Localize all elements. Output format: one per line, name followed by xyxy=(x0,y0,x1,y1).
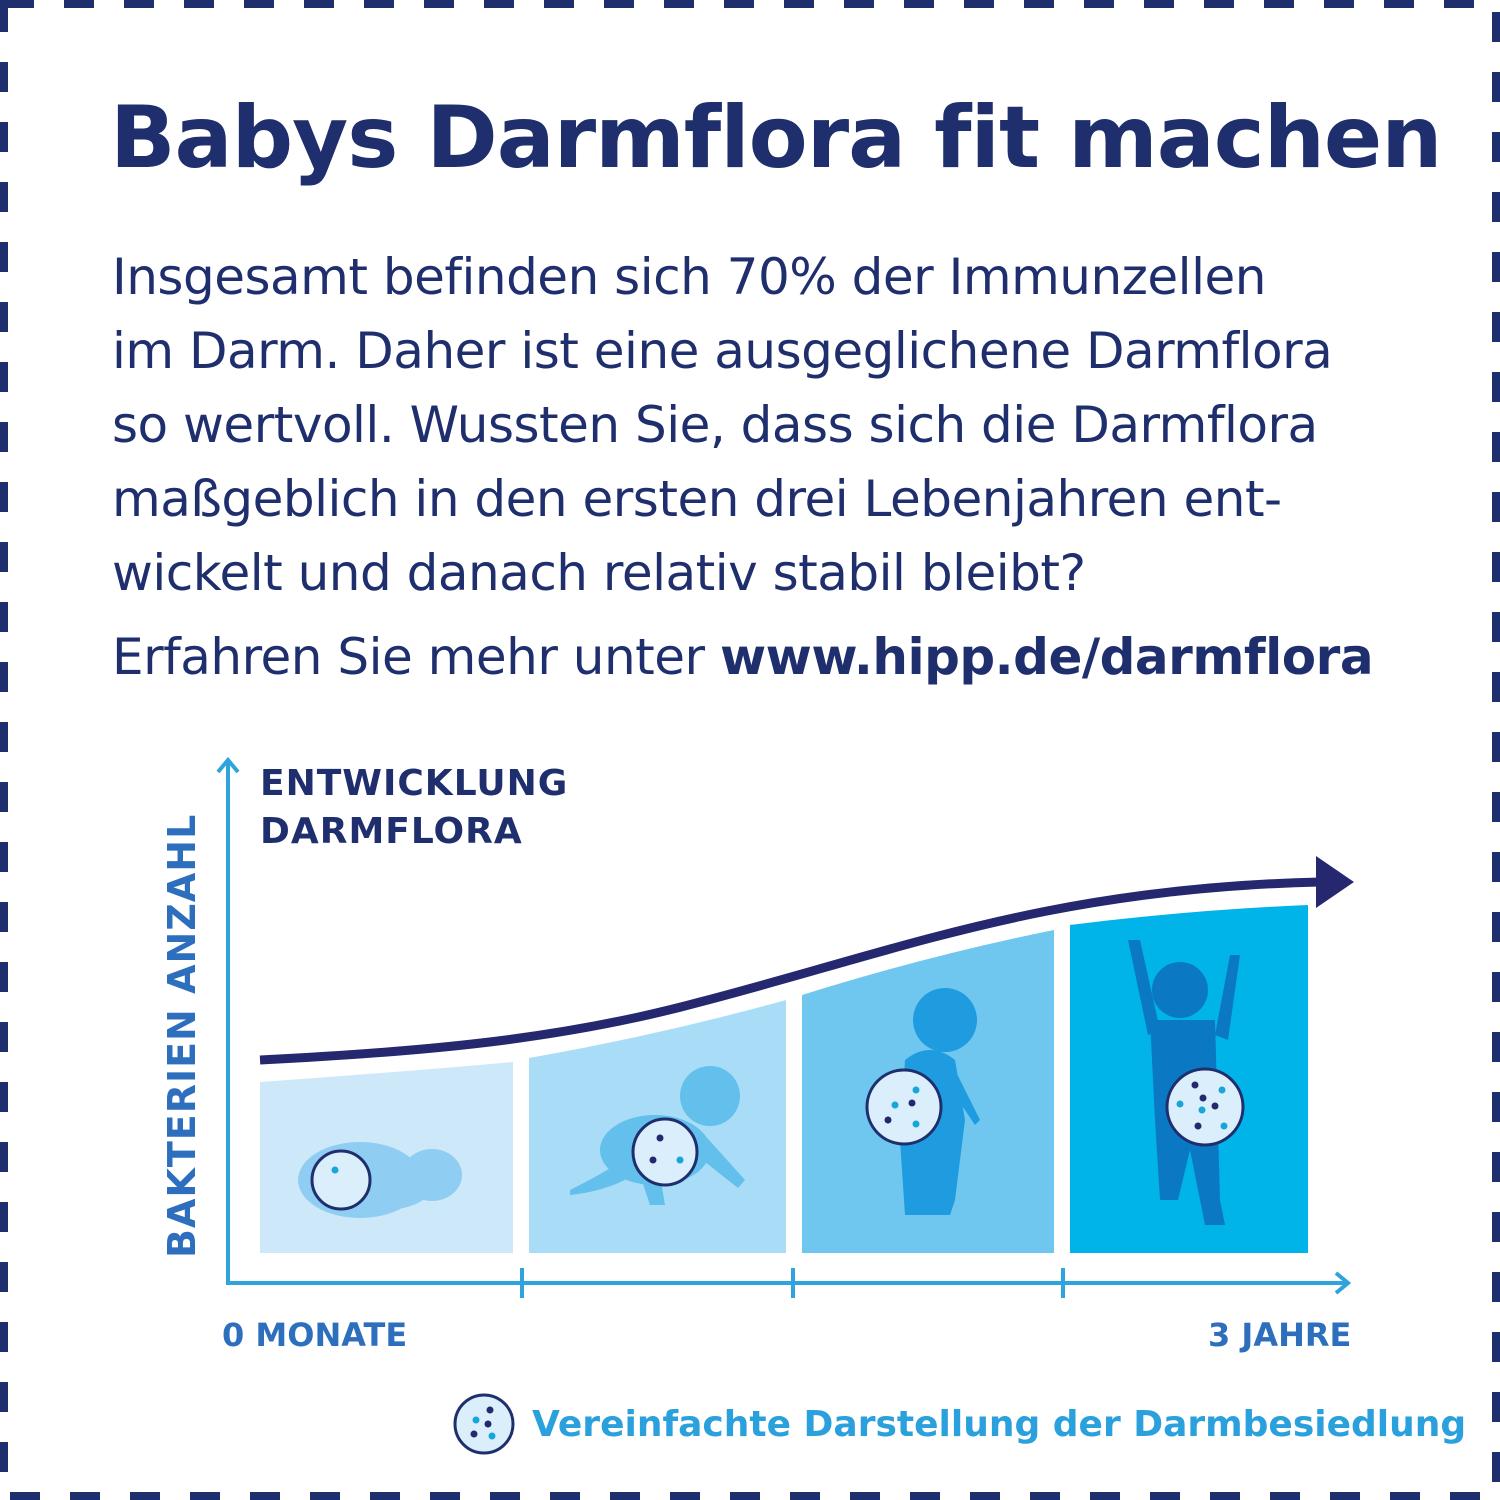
more-info: Erfahren Sie mehr unter www.hipp.de/darm… xyxy=(112,628,1374,686)
x-axis-end-label: 3 JAHRE xyxy=(1208,1316,1352,1354)
child-arms-raised-icon xyxy=(1128,940,1245,1225)
intro-text: Insgesamt befinden sich 70% der Immunzel… xyxy=(112,240,1432,610)
page-title: Babys Darmflora fit machen xyxy=(110,88,1442,188)
legend-label: Vereinfachte Darstellung der Darmbesiedl… xyxy=(532,1403,1467,1445)
diagram-title: ENTWICKLUNG DARMFLORA xyxy=(260,760,568,856)
more-prefix: Erfahren Sie mehr unter xyxy=(112,628,720,686)
axes xyxy=(216,756,1352,1298)
bacteria-circle-icon xyxy=(453,1393,515,1455)
curve-arrowhead xyxy=(1316,856,1354,908)
growth-curve xyxy=(259,877,1321,1065)
text-line: wickelt und danach relativ stabil bleibt… xyxy=(112,544,1086,602)
legend: Vereinfachte Darstellung der Darmbesiedl… xyxy=(452,1392,1466,1456)
y-axis-label: BAKTERIEN ANZAHL xyxy=(160,813,204,1258)
x-axis-start-label: 0 MONATE xyxy=(222,1316,408,1354)
text-line: Insgesamt befinden sich 70% der Immunzel… xyxy=(112,248,1266,306)
text-line: so wertvoll. Wussten Sie, dass sich die … xyxy=(112,396,1318,454)
newborn-icon xyxy=(298,1142,462,1218)
standing-toddler-icon xyxy=(865,988,980,1215)
crawling-baby-icon xyxy=(570,1066,745,1205)
text-line: im Darm. Daher ist eine ausgeglichene Da… xyxy=(112,322,1333,380)
diagram-title-line: ENTWICKLUNG xyxy=(260,763,569,804)
website-link[interactable]: www.hipp.de/darmflora xyxy=(719,628,1374,686)
diagram-title-line: DARMFLORA xyxy=(260,811,523,852)
text-line: maßgeblich in den ersten drei Lebenjahre… xyxy=(112,470,1282,528)
